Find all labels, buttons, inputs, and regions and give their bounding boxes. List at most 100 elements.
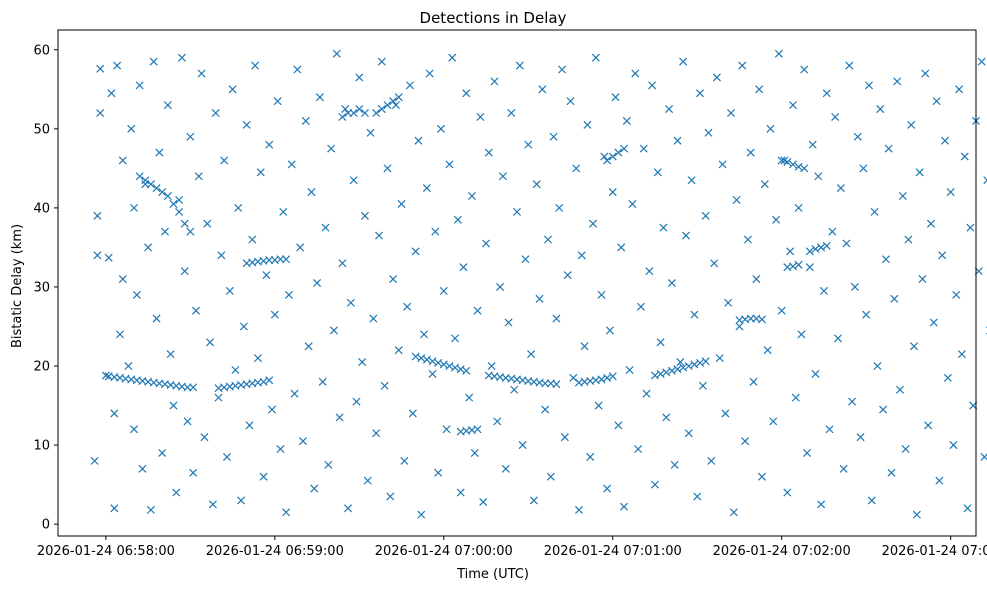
data-point bbox=[186, 132, 195, 141]
data-point bbox=[617, 243, 626, 252]
data-point bbox=[189, 468, 198, 477]
data-point bbox=[811, 244, 820, 254]
data-point bbox=[684, 361, 693, 371]
data-point bbox=[724, 298, 733, 307]
data-point bbox=[805, 263, 814, 272]
data-point bbox=[921, 69, 930, 78]
data-point bbox=[307, 188, 316, 197]
data-point bbox=[769, 417, 778, 426]
data-point bbox=[881, 255, 890, 264]
data-point bbox=[580, 342, 589, 351]
data-point bbox=[645, 267, 654, 276]
data-point bbox=[383, 101, 392, 110]
data-point bbox=[290, 389, 299, 398]
data-point bbox=[817, 243, 826, 252]
data-point bbox=[360, 211, 369, 220]
data-point bbox=[462, 366, 471, 375]
data-point bbox=[194, 172, 203, 181]
data-point bbox=[794, 203, 803, 212]
data-point bbox=[890, 294, 899, 303]
data-point bbox=[132, 290, 141, 299]
data-point bbox=[597, 375, 606, 384]
plot-frame bbox=[57, 29, 977, 537]
data-point bbox=[160, 227, 170, 236]
data-point bbox=[757, 315, 767, 324]
data-point bbox=[93, 251, 102, 260]
data-point bbox=[622, 116, 631, 125]
data-point bbox=[180, 219, 189, 228]
data-point bbox=[687, 176, 696, 185]
data-point bbox=[251, 61, 260, 70]
data-markers bbox=[90, 49, 987, 519]
data-point bbox=[808, 140, 817, 149]
data-point bbox=[248, 235, 257, 244]
data-point bbox=[696, 358, 705, 367]
data-point bbox=[183, 417, 192, 426]
data-point bbox=[175, 195, 184, 205]
data-point bbox=[465, 393, 474, 402]
data-point bbox=[256, 168, 265, 177]
data-point bbox=[639, 144, 648, 153]
data-point bbox=[222, 452, 231, 461]
y-tick-label: 60 bbox=[33, 43, 50, 58]
data-point bbox=[670, 460, 679, 469]
data-point bbox=[586, 452, 595, 461]
data-point bbox=[498, 172, 507, 181]
data-point bbox=[763, 346, 772, 355]
data-point bbox=[662, 368, 671, 377]
data-point bbox=[786, 247, 795, 256]
y-tick-label: 20 bbox=[33, 360, 50, 375]
data-point bbox=[487, 361, 496, 371]
data-point bbox=[490, 77, 499, 86]
data-point bbox=[284, 290, 293, 299]
x-tick-label: 2026-01-24 07:02:00 bbox=[713, 544, 851, 559]
data-point bbox=[394, 346, 403, 355]
x-tick-label: 2026-01-24 07:01:00 bbox=[544, 544, 682, 559]
data-point bbox=[811, 369, 820, 378]
data-point bbox=[358, 358, 367, 367]
data-point bbox=[104, 253, 113, 262]
data-point bbox=[648, 81, 657, 90]
data-point bbox=[110, 409, 119, 418]
data-point bbox=[895, 385, 904, 394]
data-point bbox=[831, 112, 840, 121]
data-point bbox=[910, 342, 919, 351]
data-point bbox=[231, 365, 240, 374]
data-point bbox=[822, 89, 831, 98]
data-point bbox=[684, 429, 693, 438]
data-point bbox=[451, 363, 460, 372]
data-point bbox=[788, 101, 797, 110]
data-point bbox=[349, 176, 358, 185]
data-point bbox=[563, 271, 572, 280]
data-point bbox=[313, 278, 322, 288]
data-point bbox=[619, 144, 629, 153]
data-point bbox=[417, 354, 426, 363]
data-point bbox=[600, 152, 609, 161]
data-point bbox=[777, 306, 786, 315]
data-point bbox=[552, 314, 561, 323]
data-point bbox=[191, 306, 201, 315]
data-point bbox=[462, 89, 471, 98]
data-point bbox=[270, 310, 279, 319]
data-point bbox=[259, 472, 268, 481]
data-point bbox=[603, 373, 612, 382]
data-point bbox=[963, 504, 972, 513]
data-point bbox=[200, 433, 209, 442]
data-point bbox=[389, 97, 398, 106]
data-point bbox=[634, 445, 643, 454]
data-point bbox=[366, 128, 375, 137]
data-point bbox=[405, 81, 415, 90]
data-point bbox=[318, 377, 327, 386]
data-point bbox=[434, 468, 443, 477]
data-point bbox=[293, 65, 302, 74]
data-point bbox=[428, 369, 437, 378]
data-point bbox=[228, 85, 237, 94]
data-point bbox=[208, 500, 217, 509]
data-point bbox=[296, 243, 305, 252]
data-point bbox=[955, 85, 964, 94]
data-point bbox=[425, 69, 434, 78]
data-point bbox=[901, 445, 910, 454]
data-point bbox=[101, 371, 110, 380]
data-point bbox=[746, 148, 755, 157]
